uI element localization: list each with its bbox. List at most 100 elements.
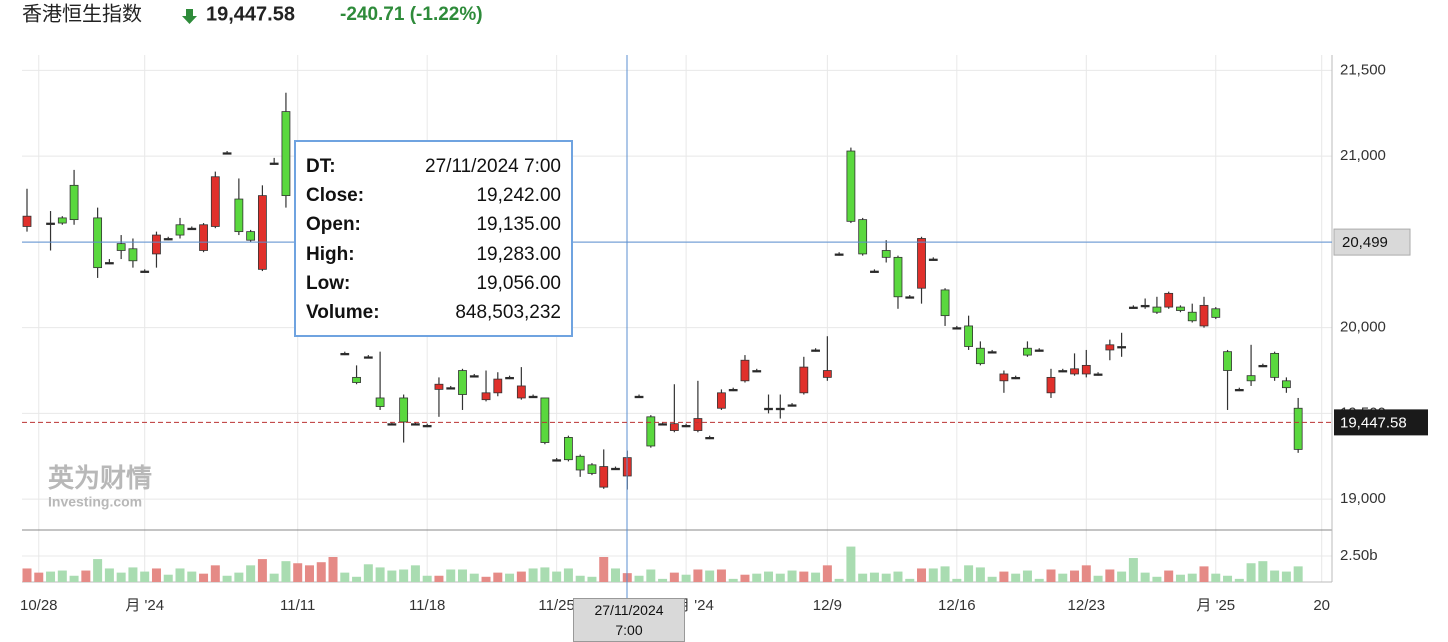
tooltip-key: Low: [306, 272, 351, 294]
volume-bar [516, 571, 526, 582]
volume-bar [881, 573, 891, 582]
watermark-logo: 英为财情 [48, 463, 152, 493]
volume-bar [410, 565, 420, 582]
candle-body [1164, 292, 1174, 308]
candle-body [564, 437, 573, 461]
x-tick-label: 11/18 [409, 597, 445, 614]
volume-bar [681, 574, 691, 582]
candle-body [881, 250, 891, 258]
candle-body [1023, 347, 1032, 356]
background [8, 0, 1438, 642]
last-price-box [1334, 409, 1428, 436]
volume-bar [457, 569, 467, 582]
candle-body [1058, 370, 1068, 373]
candle-body [552, 459, 562, 462]
candle-body [658, 423, 667, 426]
candle-body [128, 248, 138, 262]
tooltip-row: High: 19,283.00 [306, 244, 561, 273]
candle-body [163, 238, 173, 241]
volume-bar [210, 565, 220, 582]
candle-body [116, 243, 126, 251]
volume-bar [646, 569, 656, 582]
candle-body [505, 376, 514, 380]
candle-body [1128, 306, 1138, 309]
candle-body [1034, 349, 1044, 352]
candle-body [611, 467, 620, 471]
volume-bar [493, 572, 503, 582]
candle-body [669, 423, 679, 431]
volume-bar [293, 563, 303, 582]
tooltip-key: Volume: [306, 301, 380, 323]
volume-bar [57, 570, 67, 582]
volume-bar [728, 578, 738, 582]
candle-body [928, 258, 938, 261]
candle-body [1270, 352, 1280, 378]
tooltip-value: 19,283.00 [476, 243, 561, 265]
candle-body [1199, 304, 1209, 327]
volume-bar [1211, 573, 1221, 582]
volume-bar [116, 572, 126, 582]
volume-bar [846, 546, 856, 582]
volume-bar [1164, 570, 1174, 582]
candle-body [493, 378, 503, 394]
volume-bar [1152, 576, 1162, 582]
candle-body [281, 111, 291, 197]
volume-bar [1011, 573, 1021, 582]
volume-bar [905, 578, 915, 582]
candle-body [870, 270, 879, 273]
volume-bar [716, 569, 726, 582]
volume-bar [434, 575, 444, 582]
tooltip-row: Low: 19,056.00 [306, 273, 561, 302]
candle-body [1140, 304, 1150, 308]
tooltip-key: Close: [306, 185, 365, 207]
candle-body [1211, 308, 1221, 318]
volume-bar [304, 565, 314, 582]
tooltip-value: 19,242.00 [476, 185, 561, 207]
volume-bar [1281, 571, 1291, 582]
y-tick-label: 2.50b [1340, 547, 1378, 564]
volume-bar [1105, 569, 1115, 582]
candle-body [57, 217, 67, 224]
volume-bar [893, 571, 903, 582]
candle-body [340, 352, 350, 356]
candle-body [1070, 368, 1079, 375]
volume-bar [811, 572, 821, 582]
candle-body [422, 424, 432, 428]
volume-bar [151, 568, 161, 582]
candle-body [481, 392, 491, 401]
candle-body [728, 388, 738, 392]
tooltip-row: DT: 27/11/2024 7:00 [306, 156, 561, 185]
candle-body [587, 464, 597, 474]
candle-body [1258, 364, 1268, 368]
crosshair-y-box [1333, 228, 1411, 256]
volume-bar [1270, 570, 1280, 582]
volume-bar [446, 569, 456, 582]
title: 香港恒生指数 [22, 2, 142, 25]
candle-body [93, 217, 103, 269]
candle-body [1093, 373, 1103, 376]
volume-bar [175, 568, 185, 582]
candle-body [152, 234, 161, 255]
y-tick-label: 19,000 [1340, 490, 1386, 507]
candle-body [764, 407, 773, 411]
candle-body [458, 370, 467, 395]
volume-bar [752, 573, 762, 582]
volume-bar [658, 578, 668, 582]
candle-body [434, 383, 444, 390]
volume-bar [975, 567, 985, 582]
candle-body [257, 195, 267, 270]
volume-bar [422, 575, 432, 582]
x-tick-label: 12/23 [1068, 597, 1106, 614]
volume-bar [128, 567, 138, 582]
x-tick-label: 11/11 [280, 597, 315, 614]
candle-body [469, 375, 479, 378]
candle-body [540, 397, 550, 443]
candle-body [917, 238, 926, 289]
volume-bar [375, 567, 385, 582]
candle-body [1117, 346, 1127, 349]
candle-body [575, 455, 585, 471]
volume-bar [399, 569, 409, 582]
candle-body [964, 325, 973, 347]
candle-body [199, 224, 208, 251]
candle-body [187, 227, 197, 231]
